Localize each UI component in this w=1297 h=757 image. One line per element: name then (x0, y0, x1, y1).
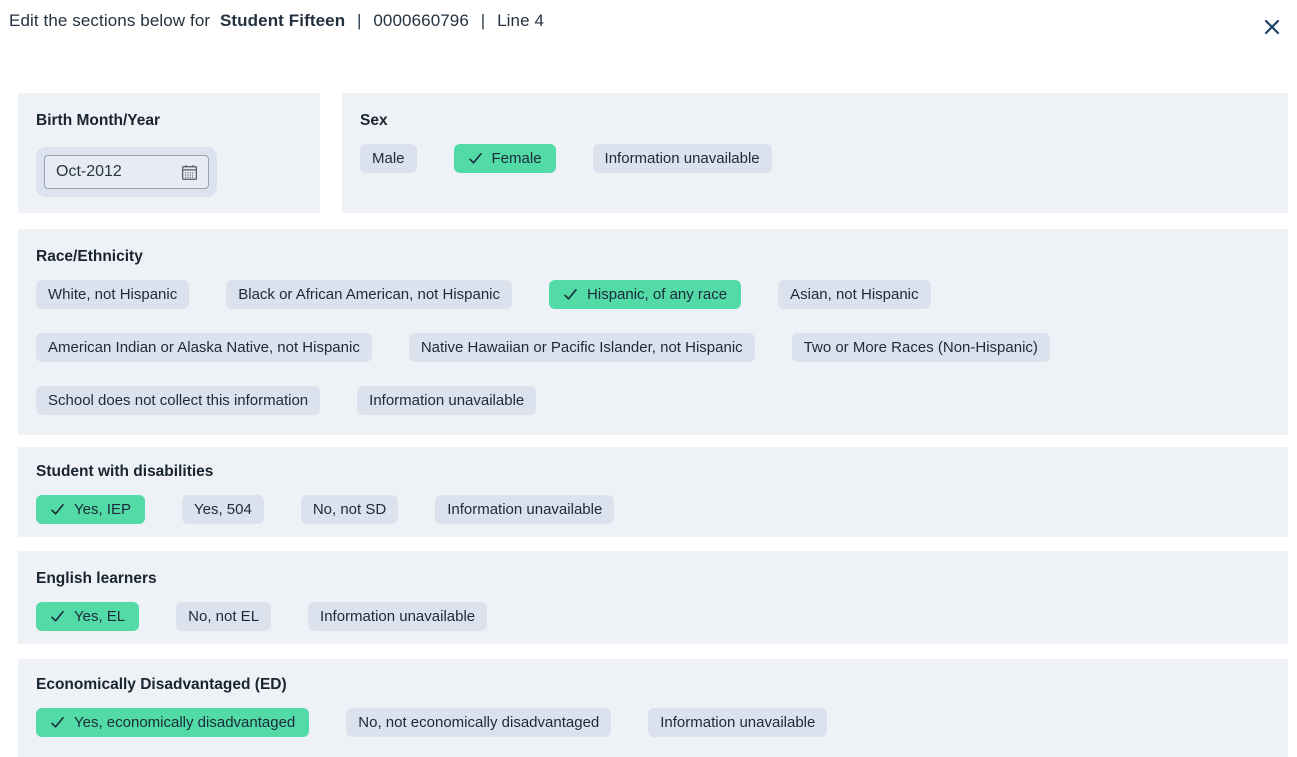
option-label: No, not economically disadvantaged (358, 714, 600, 731)
option-row: Male Female Information unavailable (360, 144, 1270, 173)
option-label: Yes, economically disadvantaged (74, 714, 296, 731)
separator: | (480, 11, 486, 30)
option-pill-school-does-not-collect-this-information[interactable]: School does not collect this information (36, 386, 321, 415)
option-pill-american-indian-or-alaska-native-not-hispanic[interactable]: American Indian or Alaska Native, not Hi… (36, 333, 372, 362)
economically-disadvantaged-options: Yes, economically disadvantaged No, not e… (36, 708, 1270, 737)
birth-date-value: Oct-2012 (56, 163, 122, 180)
option-pill-yes-el[interactable]: Yes, EL (36, 602, 140, 631)
option-row: Yes, economically disadvantaged No, not e… (36, 708, 1270, 737)
option-pill-no-not-el[interactable]: No, not EL (176, 602, 272, 631)
option-pill-no-not-sd[interactable]: No, not SD (300, 495, 399, 524)
check-icon (51, 504, 64, 515)
calendar-icon[interactable] (180, 163, 199, 182)
option-label: Information unavailable (447, 501, 603, 518)
modal-title: Edit the sections below for Student Fift… (9, 11, 1283, 31)
birth-date-input[interactable]: Oct-2012 (44, 155, 209, 189)
check-icon (564, 289, 577, 300)
option-pill-information-unavailable[interactable]: Information unavailable (592, 144, 772, 173)
disabilities-options: Yes, IEP Yes, 504 No, not SD Information un… (36, 495, 1270, 524)
option-pill-white-not-hispanic[interactable]: White, not Hispanic (36, 280, 190, 309)
option-label: Black or African American, not Hispanic (238, 286, 501, 303)
option-pill-no-not-economically-disadvantaged[interactable]: No, not economically disadvantaged (346, 708, 612, 737)
section-label: Race/Ethnicity (36, 248, 143, 265)
option-label: Native Hawaiian or Pacific Islander, not… (420, 339, 743, 356)
student-name: Student Fifteen (219, 11, 346, 30)
option-pill-yes-504[interactable]: Yes, 504 (181, 495, 264, 524)
option-label: Yes, EL (74, 608, 126, 625)
option-label: No, not EL (188, 608, 260, 625)
option-pill-male[interactable]: Male (360, 144, 417, 173)
close-button[interactable] (1262, 17, 1282, 37)
option-row: School does not collect this information… (36, 386, 1270, 415)
check-icon (51, 717, 64, 728)
option-row: Yes, IEP Yes, 504 No, not SD Information un… (36, 495, 1270, 524)
section-student-with-disabilities: Student with disabilities Yes, IEP Yes, 5… (18, 447, 1288, 537)
section-sex: Sex Male Female Information unavailable (342, 93, 1288, 213)
modal-body: Birth Month/Year Oct-2012 Se (18, 93, 1288, 757)
birth-date-field-wrapper: Oct-2012 (36, 147, 217, 197)
title-prefix: Edit the sections below for (9, 11, 211, 30)
option-pill-native-hawaiian-or-pacific-islander-not-hispanic[interactable]: Native Hawaiian or Pacific Islander, not… (408, 333, 755, 362)
option-row: American Indian or Alaska Native, not Hi… (36, 333, 1270, 362)
sex-options: Male Female Information unavailable (360, 144, 1270, 173)
option-pill-information-unavailable[interactable]: Information unavailable (435, 495, 615, 524)
check-icon (468, 153, 482, 164)
option-label: White, not Hispanic (48, 286, 178, 303)
section-english-learners: English learners Yes, EL No, not EL Inform… (18, 551, 1288, 644)
section-label: Student with disabilities (36, 463, 214, 480)
option-label: Yes, 504 (193, 501, 252, 518)
option-pill-hispanic-of-any-race[interactable]: Hispanic, of any race (549, 280, 742, 309)
separator: | (357, 11, 362, 30)
option-label: Information unavailable (604, 150, 760, 167)
option-pill-female[interactable]: Female (453, 144, 556, 173)
check-icon (51, 611, 64, 622)
option-label: Female (491, 150, 542, 167)
option-label: Information unavailable (320, 608, 476, 625)
option-label: Male (372, 150, 405, 167)
option-pill-yes-economically-disadvantaged[interactable]: Yes, economically disadvantaged (36, 708, 310, 737)
option-pill-information-unavailable[interactable]: Information unavailable (308, 602, 488, 631)
option-row: Yes, EL No, not EL Information unavailable (36, 602, 1270, 631)
option-label: No, not SD (312, 501, 387, 518)
option-label: School does not collect this information (48, 392, 309, 409)
student-id: 0000660796 (373, 11, 469, 30)
option-pill-yes-iep[interactable]: Yes, IEP (36, 495, 145, 524)
section-label: Economically Disadvantaged (ED) (36, 676, 287, 693)
option-label: Two or More Races (Non-Hispanic) (803, 339, 1038, 356)
option-pill-information-unavailable[interactable]: Information unavailable (648, 708, 828, 737)
option-label: American Indian or Alaska Native, not Hi… (48, 339, 360, 356)
option-label: Hispanic, of any race (587, 286, 728, 303)
option-pill-asian-not-hispanic[interactable]: Asian, not Hispanic (778, 280, 931, 309)
section-birth-month-year: Birth Month/Year Oct-2012 (18, 93, 320, 213)
option-label: Information unavailable (369, 392, 525, 409)
option-label: Information unavailable (660, 714, 816, 731)
option-row: White, not Hispanic Black or African Amer… (36, 280, 1270, 309)
option-pill-black-or-african-american-not-hispanic[interactable]: Black or African American, not Hispanic (226, 280, 513, 309)
modal-header: Edit the sections below for Student Fift… (0, 0, 1297, 35)
option-label: Yes, IEP (74, 501, 131, 518)
section-label: Birth Month/Year (36, 112, 161, 129)
option-label: Asian, not Hispanic (790, 286, 919, 303)
section-economically-disadvantaged: Economically Disadvantaged (ED) Yes, eco… (18, 659, 1288, 757)
line-number: Line 4 (497, 11, 545, 30)
option-pill-information-unavailable[interactable]: Information unavailable (357, 386, 537, 415)
x-icon (1264, 19, 1280, 35)
section-label: English learners (36, 570, 157, 587)
english-learner-options: Yes, EL No, not EL Information unavailable (36, 602, 1270, 631)
race-options: White, not Hispanic Black or African Amer… (36, 280, 1270, 415)
section-race-ethnicity: Race/Ethnicity White, not Hispanic Black … (18, 229, 1288, 435)
option-pill-two-or-more-races-non-hispanic[interactable]: Two or More Races (Non-Hispanic) (791, 333, 1050, 362)
section-label: Sex (360, 112, 388, 129)
top-cards-row: Birth Month/Year Oct-2012 Se (18, 93, 1288, 213)
